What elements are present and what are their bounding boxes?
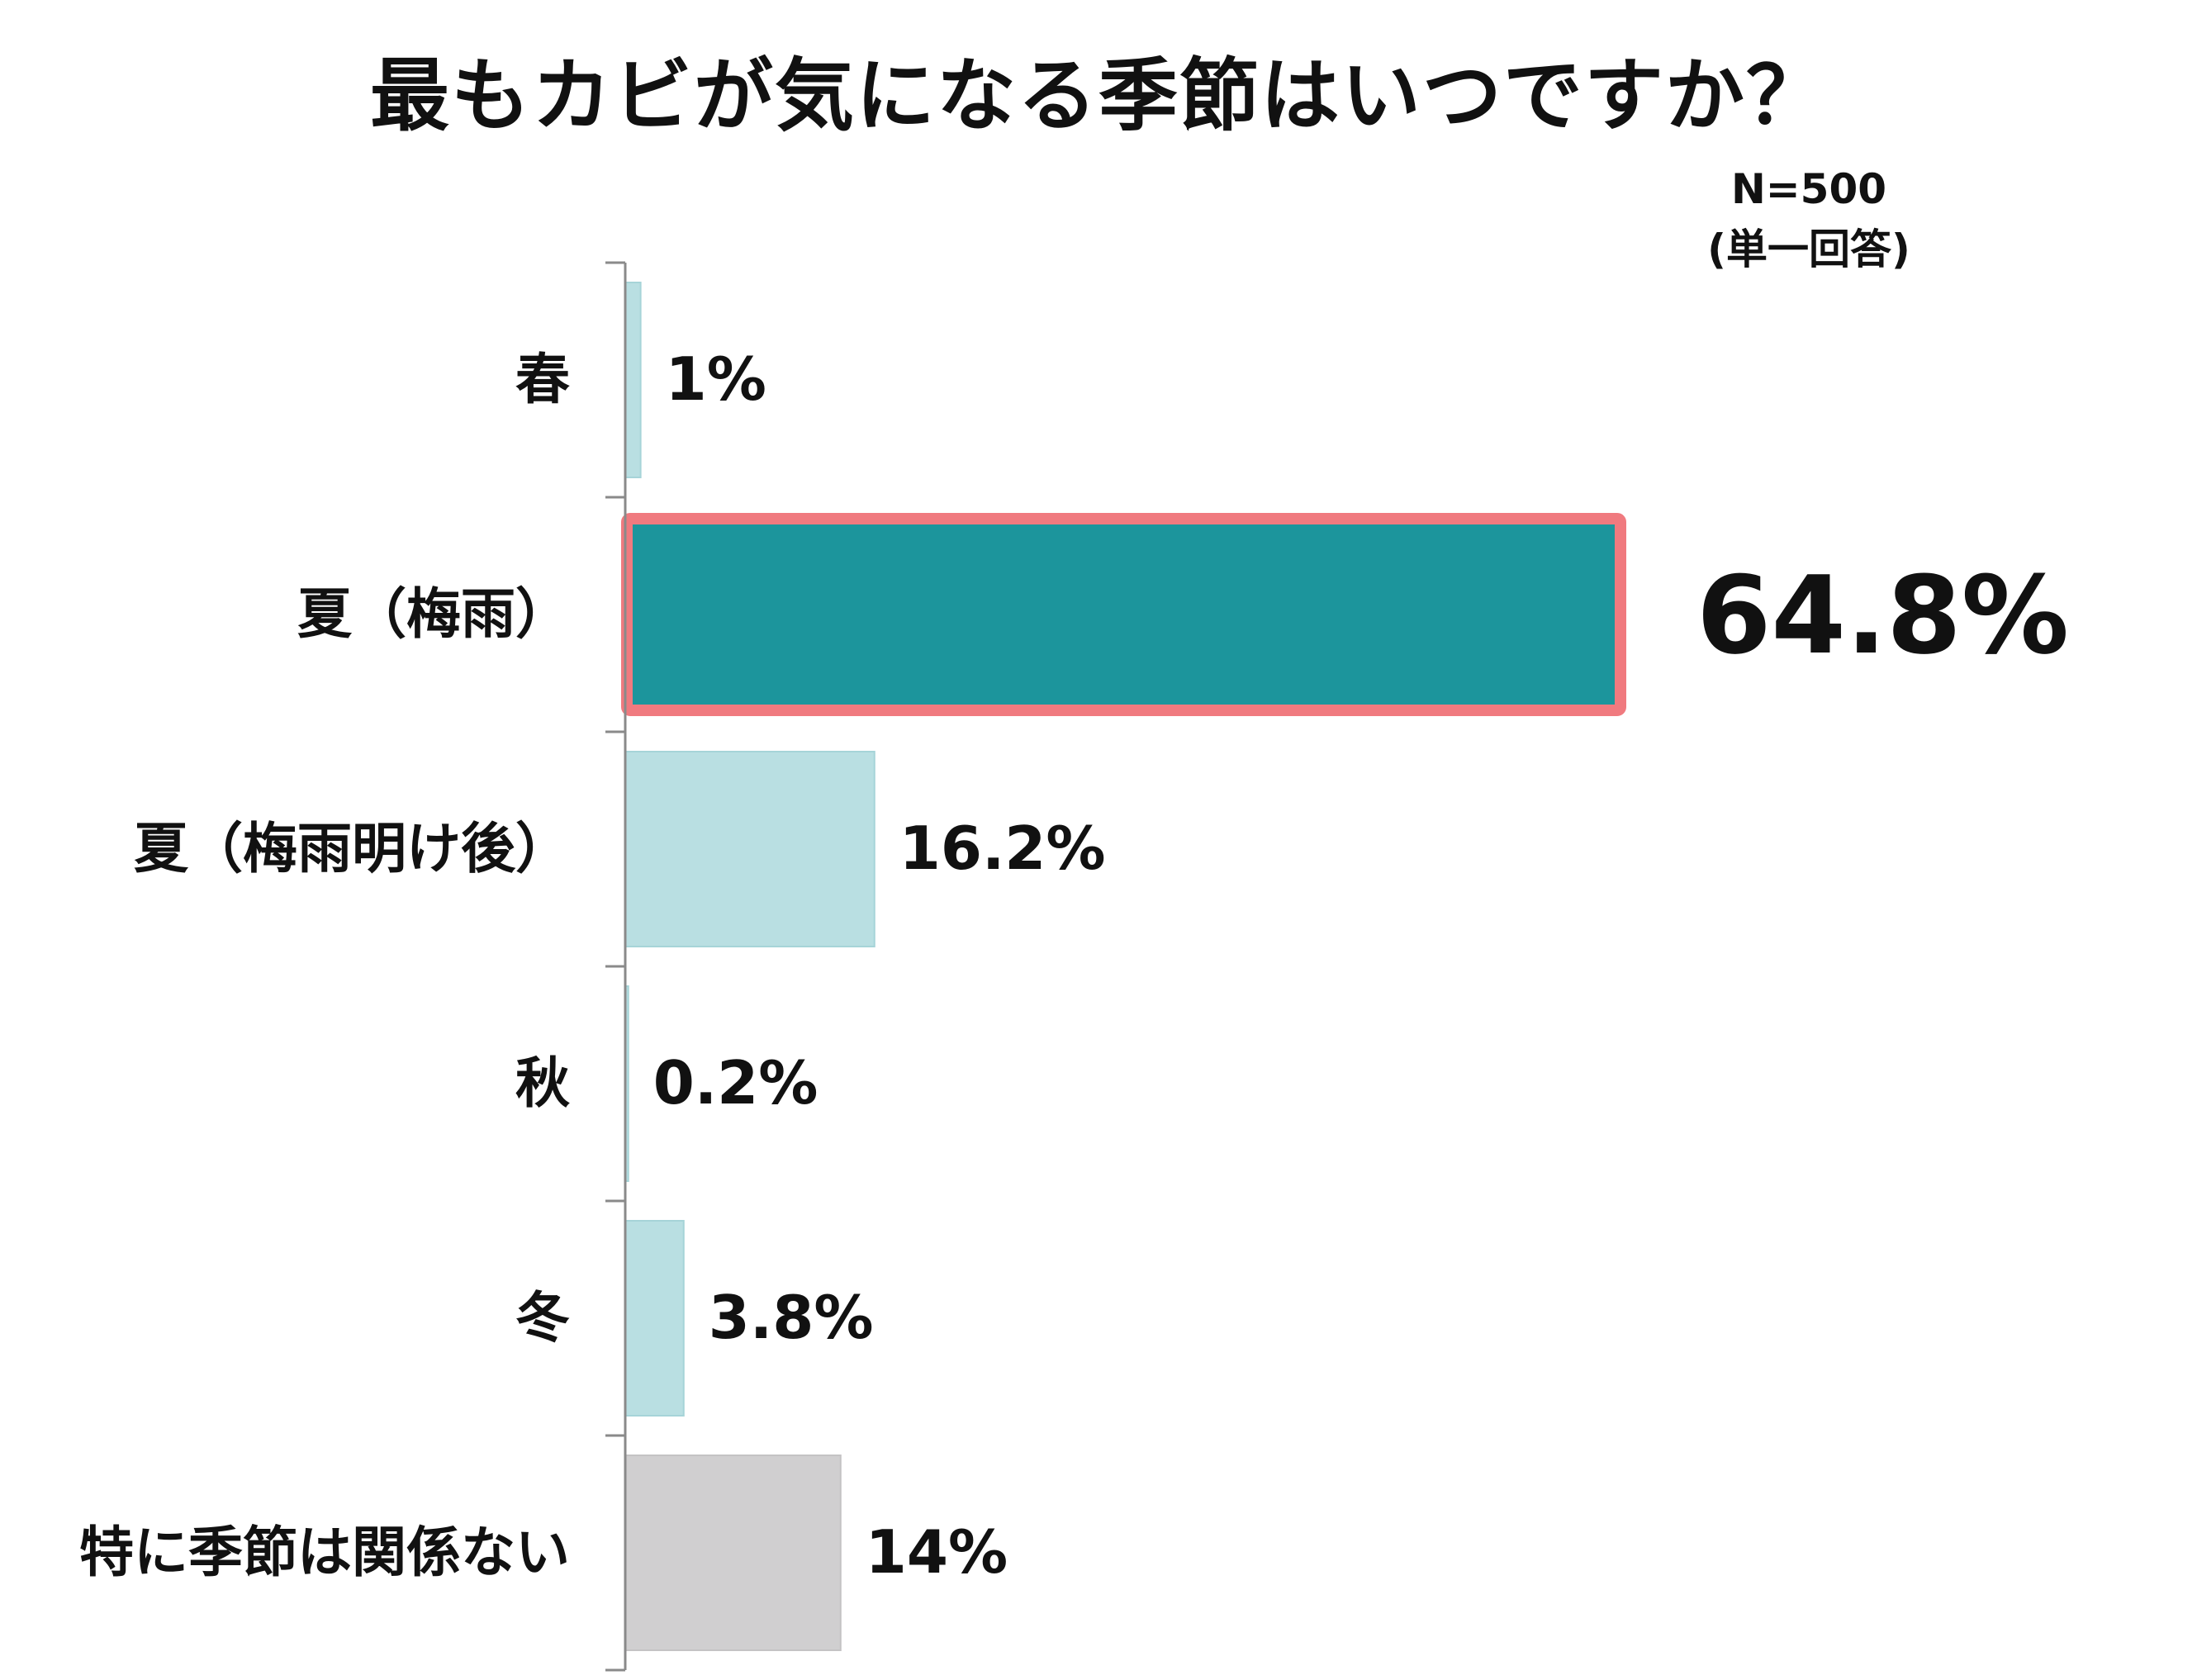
chart-title: 最もカビが気になる季節はいつですか？ [370, 50, 1827, 142]
category-label: 秋 [515, 1051, 570, 1115]
category-label: 冬 [515, 1286, 570, 1350]
value-label: 3.8% [709, 1283, 874, 1352]
bar-highlight [621, 513, 1626, 716]
bar [624, 1220, 685, 1417]
category-label: 夏（梅雨明け後） [134, 817, 570, 880]
answer-type-note: (単一回答) [1707, 225, 1910, 273]
bar [624, 282, 642, 478]
bar [624, 751, 875, 947]
category-label: 春 [515, 348, 570, 411]
category-label: 夏（梅雨） [297, 582, 570, 646]
category-label: 特に季節は関係ない [79, 1521, 570, 1584]
bar [624, 1455, 842, 1651]
value-label: 1% [666, 344, 766, 414]
value-label: 64.8% [1696, 553, 2069, 678]
value-label: 0.2% [653, 1048, 819, 1118]
value-label: 16.2% [899, 814, 1106, 883]
sample-size-note: N=500 [1730, 165, 1887, 213]
value-label: 14% [866, 1517, 1008, 1587]
